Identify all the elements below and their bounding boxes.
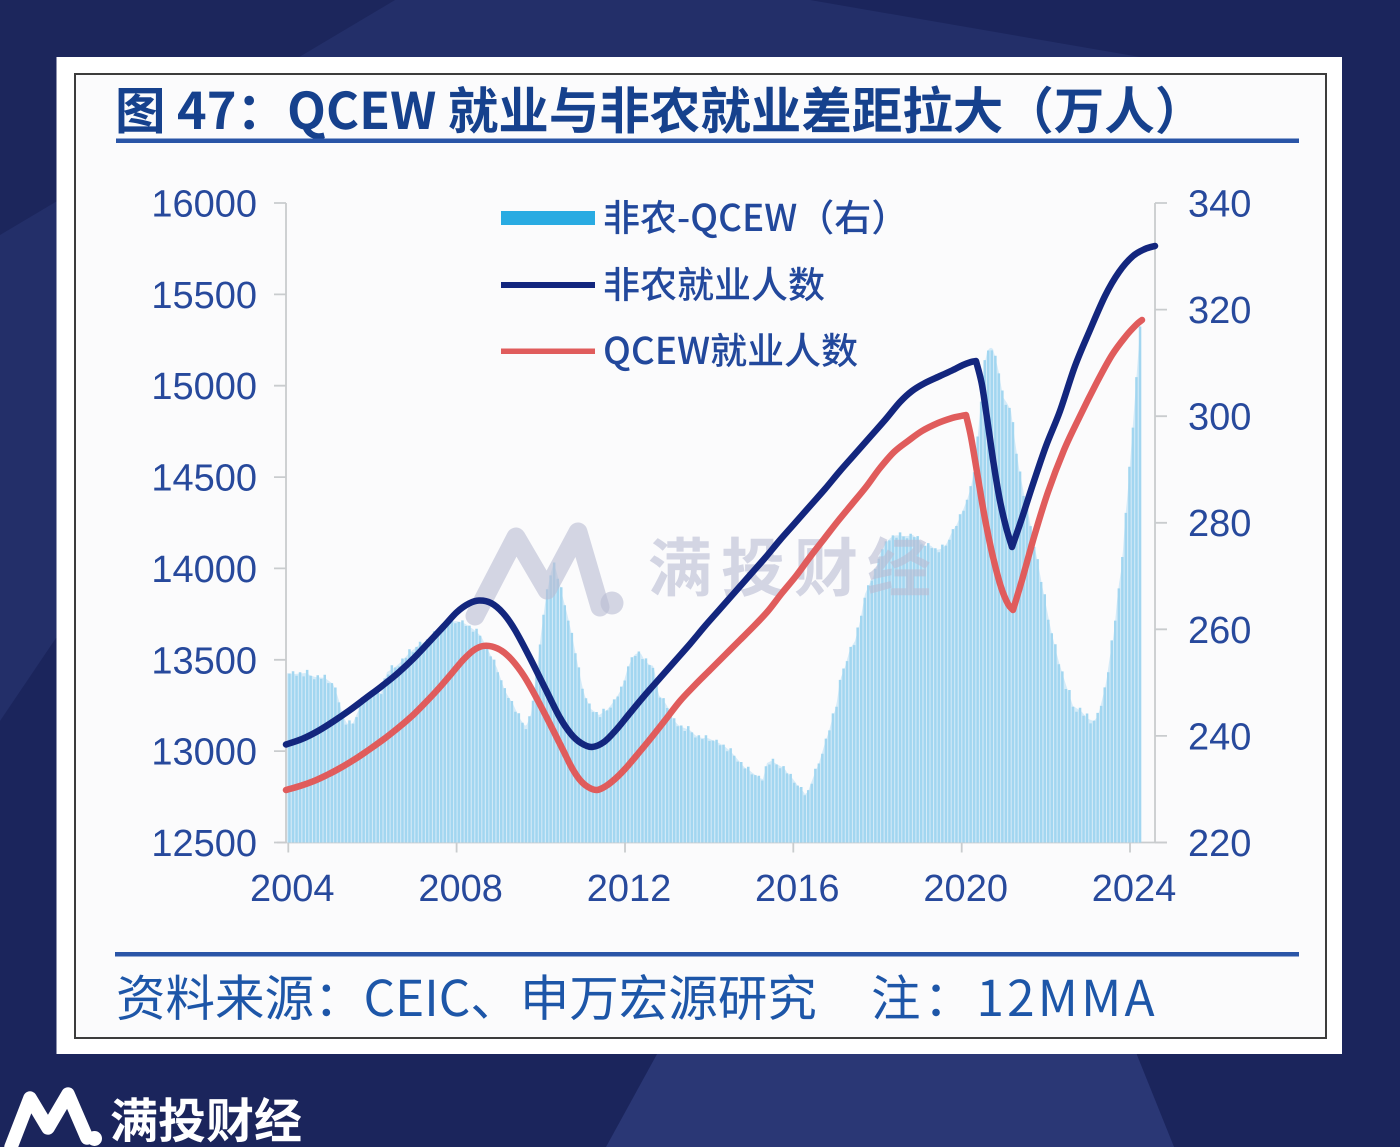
svg-text:13000: 13000 bbox=[151, 732, 257, 774]
svg-text:340: 340 bbox=[1188, 184, 1251, 226]
svg-text:2020: 2020 bbox=[923, 868, 1008, 910]
svg-text:2004: 2004 bbox=[250, 868, 335, 910]
svg-text:14500: 14500 bbox=[151, 458, 257, 500]
svg-text:15000: 15000 bbox=[151, 366, 257, 408]
svg-text:220: 220 bbox=[1188, 823, 1251, 865]
svg-text:13500: 13500 bbox=[151, 640, 257, 682]
svg-text:300: 300 bbox=[1188, 397, 1251, 439]
svg-text:240: 240 bbox=[1188, 716, 1251, 758]
svg-text:2024: 2024 bbox=[1092, 868, 1177, 910]
svg-text:2016: 2016 bbox=[755, 868, 840, 910]
svg-text:2012: 2012 bbox=[587, 868, 672, 910]
svg-text:14000: 14000 bbox=[151, 549, 257, 591]
svg-text:12500: 12500 bbox=[151, 823, 257, 865]
svg-text:280: 280 bbox=[1188, 503, 1251, 545]
svg-text:16000: 16000 bbox=[151, 184, 257, 226]
svg-text:15500: 15500 bbox=[151, 275, 257, 317]
svg-text:260: 260 bbox=[1188, 610, 1251, 652]
svg-text:320: 320 bbox=[1188, 290, 1251, 332]
svg-text:2008: 2008 bbox=[418, 868, 503, 910]
